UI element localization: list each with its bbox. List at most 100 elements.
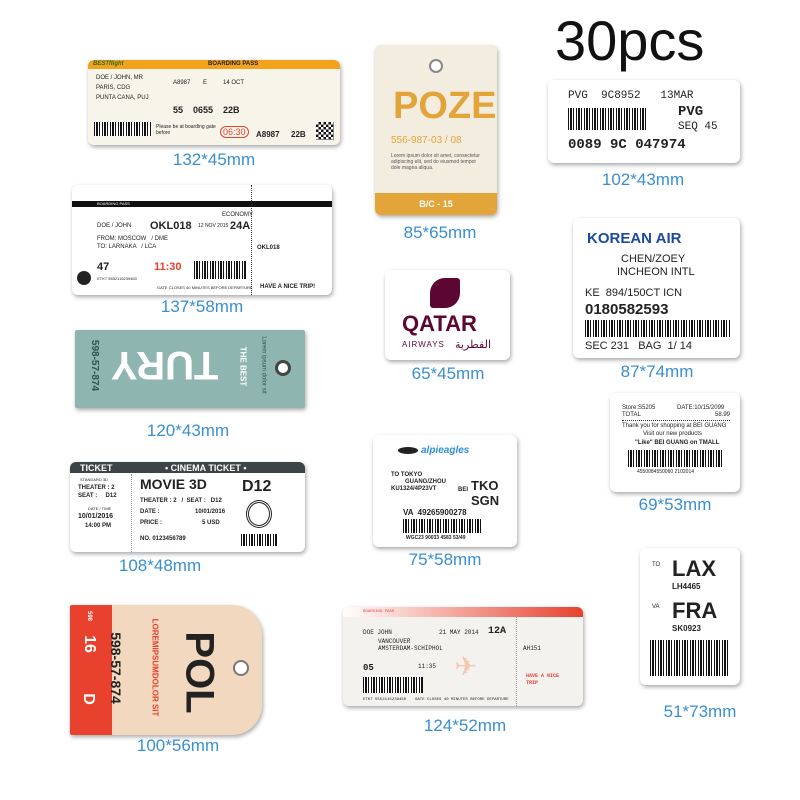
ticket-no: NO. 0123456789	[140, 536, 186, 542]
date: 21 MAY 2014	[439, 629, 479, 636]
price-label: PRICE :	[140, 520, 163, 526]
qr-code-icon	[316, 122, 334, 140]
like: "Like" BEI GUANG on TMALL	[635, 440, 720, 446]
eagle-logo-icon	[398, 447, 418, 454]
class: ECONOMY	[222, 212, 254, 218]
page-title: 30pcs	[555, 9, 705, 72]
size-label: 51*73mm	[663, 702, 737, 721]
sticker-lax-fra: TO LAX LH4465 VA FRA SK0923	[640, 548, 740, 685]
dest2: SGN	[471, 493, 500, 508]
gate: 55	[173, 105, 184, 115]
side1: 16	[80, 635, 98, 653]
sticker-qatar-airways: QATAR AIRWAYS القطرية	[385, 270, 510, 360]
flight1: LH4465	[672, 582, 701, 591]
seq: SEC 231 BAG 1/ 14	[585, 340, 693, 352]
row1: THEATER : 2 / SEAT : D12	[140, 498, 222, 504]
seat: 24A	[230, 220, 251, 232]
std: STANDARD 3D	[80, 477, 108, 482]
side-code: 598-57-874	[89, 339, 101, 392]
lorem-text: Lorem ipsum dolor sit amet, consectetur …	[391, 153, 480, 171]
sticker-pvg-tag: PVG 9C8952 13MAR PVG SEQ 45 0089 9C 0479…	[548, 80, 740, 163]
to: PUNTA CANA, PUJ	[96, 95, 149, 101]
size-label: 124*52mm	[423, 716, 507, 735]
barcode-number: WGC23 90033 4583 53/49	[406, 535, 466, 541]
date: DATE:10/15/2099	[677, 405, 725, 411]
small-text: Lorem ipsum dolor sit	[260, 336, 267, 394]
gate: 47	[97, 261, 110, 273]
gate: 05	[363, 663, 374, 673]
stub-flight: A8987	[256, 130, 280, 139]
number: 0089 9C 047974	[568, 137, 686, 153]
barcode-number: 4550084550060 2102014	[637, 469, 695, 475]
closes: GATE CLOSES 40 MINUTES BEFORE DEPARTURE	[157, 285, 253, 290]
seat: 12A	[488, 626, 507, 637]
bei: BEI	[458, 487, 469, 493]
flight: KE 894/150CT ICN	[585, 287, 683, 299]
stub-flight: OKL018	[257, 245, 280, 251]
footer: B/C - 15	[375, 193, 497, 215]
seq: SEQ 45	[678, 121, 718, 133]
date-label: DATE :	[140, 509, 160, 515]
etkt: ETKT 5552115239450	[97, 276, 137, 281]
name: CHEN/ZOEY	[621, 253, 686, 265]
flight: KU1324/4P23VT	[391, 486, 437, 492]
size-label: 108*48mm	[118, 556, 202, 575]
stub-seat: 22B	[291, 130, 306, 139]
tag-number: 598	[86, 610, 93, 622]
price: 5 USD	[202, 520, 220, 526]
date: 14 OCT	[223, 80, 245, 86]
size-label: 75*58mm	[408, 550, 482, 569]
size-label: 65*45mm	[411, 364, 485, 383]
to-label: TO	[652, 562, 661, 568]
code: 598-57-874	[107, 632, 124, 704]
theater: THEATER : 2	[78, 485, 115, 491]
arabic: القطرية	[455, 339, 492, 351]
total-label: TOTAL	[622, 412, 641, 418]
header: BOARDING PASS	[363, 610, 395, 614]
wish: HAVE A NICE TRIP	[526, 673, 560, 686]
brand: KOREAN AIR	[587, 230, 682, 247]
code: D12	[242, 478, 272, 495]
airport: INCHEON INTL	[617, 266, 695, 278]
top-text: THE BEST	[238, 346, 248, 387]
globe-icon	[77, 271, 91, 285]
passenger: DOE / JOHN, MR	[96, 75, 144, 81]
passenger: DOE JOHN	[363, 629, 392, 636]
visit: Visit our new products	[643, 431, 702, 437]
side2: D	[79, 693, 97, 705]
hole-icon	[233, 660, 249, 676]
brand: QATAR	[402, 311, 477, 336]
dest: PVG	[678, 104, 704, 120]
thanks: Thank you for shopping at BEI GUANG	[622, 423, 727, 429]
boarding-time: 06:30	[220, 126, 249, 138]
sticker-luggage-tag-poze: POZE 556-987-03 / 08 Lorem ipsum dolor s…	[375, 45, 497, 215]
size-label: 69*53mm	[638, 495, 712, 514]
from: PARIS, CDG	[96, 85, 131, 91]
brand: alpieagles	[421, 445, 470, 456]
header: BOARDING PASS	[208, 61, 259, 67]
size-label: 85*65mm	[403, 223, 477, 242]
hole-icon	[429, 59, 443, 73]
class: E	[203, 80, 208, 86]
sub: AIRWAYS	[402, 340, 445, 349]
boarding: 11:35	[418, 663, 437, 670]
seat: SEAT : D12	[78, 493, 117, 499]
sticker-korean-air: KOREAN AIR CHEN/ZOEY INCHEON INTL KE 894…	[573, 218, 740, 358]
size-label: 102*43mm	[601, 170, 685, 189]
fingerprint-icon	[246, 500, 272, 528]
oryx-logo-icon	[430, 278, 460, 308]
sticker-store-receipt: Store:S5205 DATE:10/15/2099 TOTAL 58.99 …	[610, 393, 740, 492]
to: TO TOKYO	[391, 472, 423, 478]
header: BOARDING PASS	[97, 201, 130, 206]
seat: 22B	[223, 105, 240, 115]
size-label: 100*56mm	[136, 736, 220, 755]
via: GUANG/ZHOU	[405, 479, 446, 485]
size-label: 132*45mm	[172, 150, 256, 169]
sticker-boarding-pass-vancouver: BOARDING PASS DOE JOHN 21 MAY 2014 12A V…	[343, 607, 583, 706]
from: VANCOUVER	[378, 638, 411, 645]
date: 12 NOV 2015	[198, 223, 229, 229]
lorem: LOREMIPSUMDOLOR SIT	[150, 618, 160, 717]
time: 14:00 PM	[85, 523, 112, 529]
airplane-icon: ✈	[455, 646, 477, 687]
size-label: 120*43mm	[146, 421, 230, 440]
